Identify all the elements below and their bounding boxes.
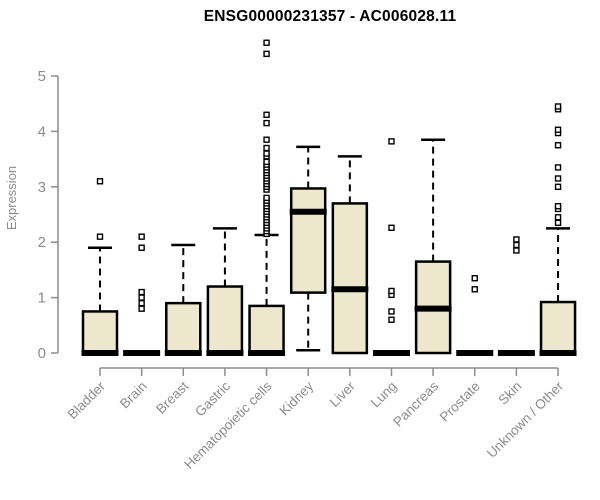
- box-group-breast: Breast: [153, 243, 202, 417]
- outlier-point: [263, 158, 270, 166]
- x-tick-label: Bladder: [65, 378, 109, 422]
- y-tick-label: 5: [38, 68, 46, 85]
- x-tick-label: Kidney: [277, 378, 317, 418]
- outlier-point: [138, 233, 145, 240]
- outlier-point: [96, 178, 104, 185]
- outlier-point: [513, 241, 520, 249]
- box-group-skin: Skin: [495, 236, 535, 408]
- y-tick-label: 3: [38, 179, 46, 196]
- outlier-point: [263, 119, 270, 127]
- iqr-box: [331, 202, 369, 355]
- x-tick-label: Brain: [117, 379, 150, 412]
- iqr-box: [539, 300, 577, 355]
- box-group-lung: Lung: [368, 138, 410, 411]
- y-tick-label: 0: [38, 345, 46, 362]
- iqr-box: [248, 304, 285, 355]
- iqr-box: [81, 310, 119, 355]
- x-tick-label: Gastric: [192, 378, 233, 419]
- outlier-point: [263, 194, 270, 202]
- x-tick-label: Breast: [153, 378, 191, 416]
- outlier-point: [388, 138, 395, 145]
- outlier-point: [554, 142, 562, 149]
- outlier-point: [263, 50, 270, 58]
- outlier-point: [138, 288, 145, 296]
- outlier-point: [263, 144, 270, 152]
- x-tick-label: Prostate: [437, 379, 483, 425]
- y-tick-label: 4: [38, 123, 46, 140]
- x-tick-label: Pancreas: [390, 378, 441, 429]
- box-group-bladder: Bladder: [65, 178, 119, 422]
- outlier-point: [138, 294, 145, 301]
- outlier-point: [263, 136, 270, 143]
- iqr-box: [289, 187, 327, 294]
- y-tick-label: 2: [38, 234, 46, 251]
- y-tick-label: 1: [38, 290, 46, 307]
- box-group-unknown-other: Unknown / Other: [484, 103, 577, 461]
- outlier-point: [554, 126, 562, 133]
- outlier-point: [554, 202, 562, 210]
- outlier-point: [471, 286, 478, 293]
- box-group-brain: Brain: [117, 233, 161, 412]
- outlier-point: [263, 39, 270, 46]
- y-axis-label: Expression: [4, 165, 19, 231]
- outlier-point: [513, 236, 520, 243]
- outlier-point: [263, 111, 270, 118]
- outlier-point: [513, 247, 520, 254]
- box-group-kidney: Kidney: [277, 145, 327, 418]
- outlier-point: [138, 305, 145, 312]
- chart-title: ENSG00000231357 - AC006028.11: [203, 8, 457, 25]
- outlier-point: [554, 175, 562, 182]
- x-tick-label: Liver: [327, 378, 359, 410]
- outlier-point: [388, 287, 395, 295]
- outlier-point: [263, 150, 270, 157]
- outlier-point: [554, 219, 562, 227]
- outlier-point: [96, 233, 104, 240]
- outlier-point: [388, 308, 395, 315]
- box-group-pancreas: Pancreas: [390, 138, 452, 429]
- x-tick-label: Lung: [368, 379, 400, 411]
- outlier-point: [554, 164, 562, 171]
- outlier-point: [554, 103, 562, 110]
- iqr-box: [206, 285, 244, 355]
- box-group-liver: Liver: [327, 155, 369, 410]
- x-tick-label: Skin: [495, 379, 524, 408]
- outlier-point: [554, 183, 562, 191]
- iqr-box: [165, 301, 202, 355]
- outlier-point: [388, 224, 395, 231]
- outlier-point: [138, 299, 145, 307]
- outlier-point: [138, 244, 145, 251]
- outlier-point: [471, 275, 478, 282]
- x-tick-label: Unknown / Other: [484, 378, 567, 461]
- outlier-point: [388, 316, 395, 323]
- outlier-point: [554, 214, 562, 221]
